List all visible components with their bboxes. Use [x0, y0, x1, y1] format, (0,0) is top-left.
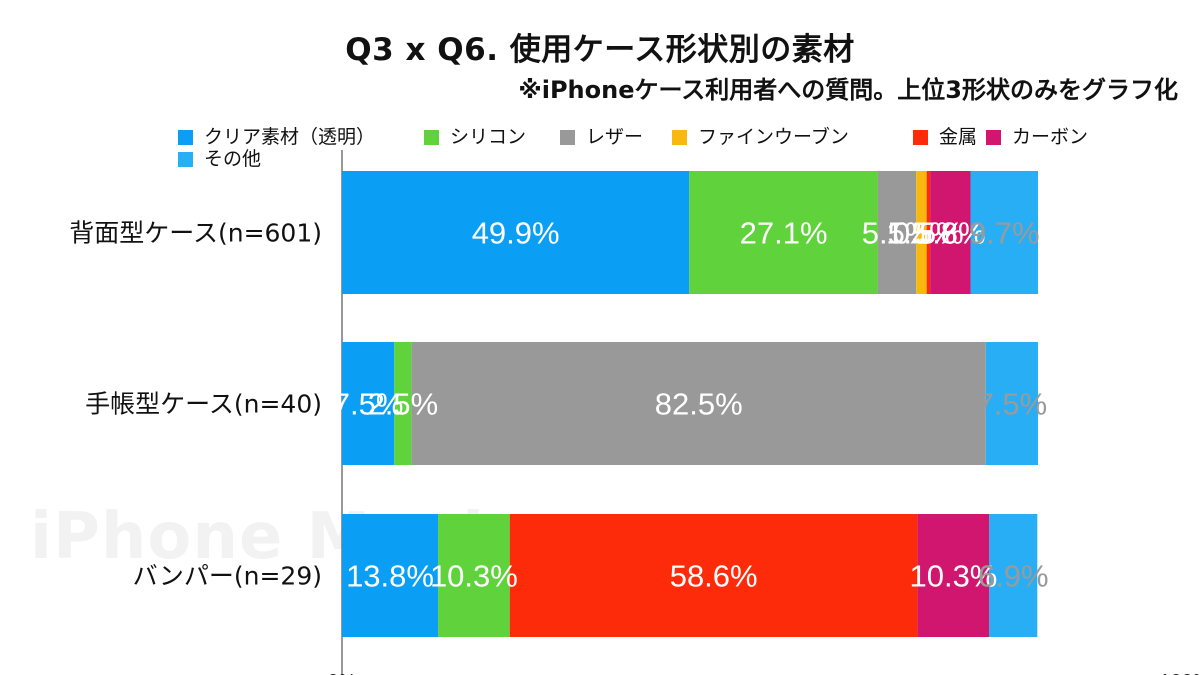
legend-swatch	[178, 152, 193, 167]
bar-segment	[342, 514, 439, 637]
data-label: 0.5%	[893, 216, 964, 251]
chart-subtitle: ※iPhoneケース利用者への質問。上位3形状のみをグラフ化	[518, 76, 1178, 104]
legend-label: ファインウーブン	[698, 126, 849, 148]
data-label: 82.5%	[655, 387, 743, 422]
bar-segment	[970, 171, 1038, 294]
legend-label: その他	[204, 148, 262, 170]
data-label: 7.5%	[977, 387, 1048, 422]
legend-swatch	[424, 130, 439, 145]
bar-segment	[689, 171, 878, 294]
bar-segment	[985, 342, 1038, 465]
bar-segment	[342, 171, 690, 294]
category-label: 手帳型ケース(n=40)	[85, 390, 322, 419]
bar-segment	[989, 514, 1038, 637]
legend-swatch	[913, 130, 928, 145]
category-label: バンパー(n=29)	[133, 562, 322, 591]
data-label: 2.5%	[368, 387, 439, 422]
data-label: 49.9%	[472, 216, 560, 251]
chart-title: Q3 x Q6. 使用ケース形状別の素材	[345, 32, 855, 68]
legend-label: レザー	[586, 126, 644, 148]
legend-label: 金属	[939, 126, 978, 148]
bar-segment	[394, 342, 412, 465]
bar-segment	[877, 171, 917, 294]
data-label: 6.9%	[978, 559, 1049, 594]
bar-segment	[926, 171, 931, 294]
legend-label: シリコン	[450, 126, 527, 148]
x-tick-label: 100%	[1159, 671, 1200, 675]
data-label: 13.8%	[346, 559, 434, 594]
legend-label: カーボン	[1012, 126, 1089, 148]
data-label: 1.5%	[886, 216, 957, 251]
bar-segment	[930, 171, 971, 294]
data-label: 58.6%	[670, 559, 758, 594]
bar-segment	[509, 514, 918, 637]
data-label: 27.1%	[740, 216, 828, 251]
bar-segment	[917, 514, 990, 637]
category-label: 背面型ケース(n=601)	[69, 219, 322, 248]
data-label: 10.3%	[909, 559, 997, 594]
legend-swatch	[672, 130, 687, 145]
data-label: 5.8%	[915, 216, 986, 251]
data-label: 10.3%	[430, 559, 518, 594]
bar-segment	[342, 342, 395, 465]
data-label: 7.5%	[333, 387, 404, 422]
legend-swatch	[178, 130, 193, 145]
x-tick-label: 0%	[328, 671, 357, 675]
data-label: 9.7%	[969, 216, 1040, 251]
bar-segment	[438, 514, 510, 637]
bar-segment	[916, 171, 927, 294]
legend-label: クリア素材（透明）	[204, 126, 376, 148]
bar-segment	[411, 342, 986, 465]
legend-swatch	[560, 130, 575, 145]
legend-swatch	[986, 130, 1001, 145]
data-label: 5.5%	[862, 216, 933, 251]
